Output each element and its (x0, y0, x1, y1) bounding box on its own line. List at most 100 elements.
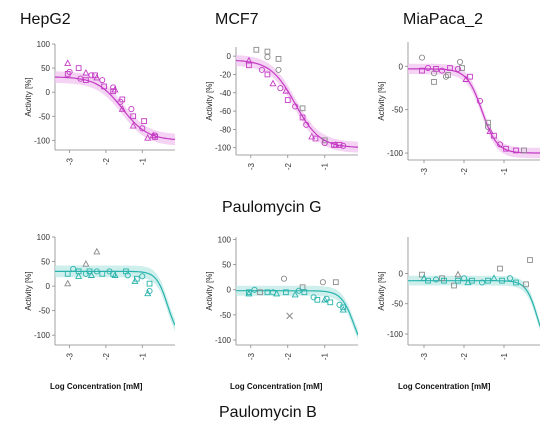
x-tick-label: -3 (66, 352, 75, 360)
data-point-triangle (308, 132, 316, 140)
data-point-circle (456, 58, 464, 66)
x-tick-label: -2 (102, 352, 111, 360)
data-point-circle (476, 97, 484, 105)
y-tick-label: 0 (227, 52, 232, 61)
data-point-circle (70, 265, 77, 272)
x-tick-label: -1 (138, 352, 147, 360)
x-tick-label: -2 (460, 352, 469, 360)
y-tick-label: -100 (387, 330, 404, 339)
data-point-circle (99, 77, 106, 84)
data-point-circle (460, 275, 468, 282)
data-point-square (264, 48, 271, 55)
data-point-circle (418, 54, 426, 61)
fit-confidence-band (55, 71, 175, 146)
data-point-square (419, 271, 425, 278)
data-point-triangle (118, 105, 126, 112)
data-point-triangle (82, 260, 90, 267)
compound-title-b: Paulomycin B (219, 404, 317, 421)
data-point-square (99, 270, 106, 277)
data-point-circle (340, 142, 347, 149)
y-tick-label: -50 (219, 311, 231, 320)
x-tick-label: -3 (247, 162, 256, 170)
x-tick-label: -1 (138, 157, 147, 165)
y-tick-label: -50 (38, 112, 50, 121)
data-point-circle (151, 132, 159, 139)
data-point-triangle (111, 271, 119, 278)
data-point-square (299, 105, 306, 112)
y-tick-label: -60 (219, 107, 231, 116)
data-point-circle (310, 294, 317, 301)
y-tick-label: 100 (37, 233, 51, 242)
data-point-triangle (245, 56, 253, 64)
data-point-circle (139, 125, 146, 132)
data-point-circle (110, 84, 117, 91)
panel-paulomycin-b-mcf7: 100 50 0 -50 -100 -3 -2 -1 Activity [%] (205, 236, 358, 360)
panel-paulomycin-b-hepg2: 100 50 0 -50 -100 -3 -2 -1 Activity [%] (24, 233, 175, 360)
data-point-square (467, 73, 473, 80)
data-point-triangle (87, 271, 95, 278)
data-point-square (499, 277, 505, 284)
data-point-square (101, 83, 107, 90)
data-point-circle (303, 121, 310, 128)
fit-confidence-band (55, 265, 175, 332)
data-point-triangle (339, 305, 347, 313)
data-point-circle (117, 98, 124, 105)
data-point-triangle (321, 295, 329, 303)
y-tick-label: -20 (219, 70, 231, 79)
data-point-circle (275, 66, 282, 73)
data-point-triangle (129, 121, 137, 129)
data-point-square (433, 66, 439, 72)
y-axis-label: Activity [%] (24, 77, 33, 116)
data-point-triangle (454, 270, 462, 278)
data-point-square (459, 65, 465, 71)
data-point-circle (124, 272, 131, 279)
data-point-square (64, 71, 71, 77)
data-point-circle (269, 289, 277, 296)
data-point-circle (292, 103, 299, 110)
data-point-square (513, 147, 519, 154)
fit-confidence-band (236, 285, 358, 341)
y-tick-label: -100 (34, 136, 51, 145)
data-point-square (92, 72, 98, 79)
data-point-square (445, 72, 451, 78)
data-point-triangle (64, 59, 72, 66)
data-point-circle (277, 85, 284, 92)
data-point-triangle (144, 289, 152, 297)
y-axis-label: Activity [%] (205, 81, 214, 120)
data-point-square (469, 277, 475, 284)
data-point-circle (321, 140, 328, 147)
fit-curve (55, 270, 175, 326)
y-tick-label: 0 (46, 88, 51, 97)
y-axis-label: Activity [%] (377, 271, 386, 310)
data-point-square (130, 113, 137, 120)
y-tick-label: 100 (218, 236, 232, 245)
data-point-circle (77, 75, 84, 82)
x-tick-label: -1 (321, 162, 330, 170)
data-point-square (332, 279, 339, 286)
y-tick-label: 0 (46, 282, 51, 291)
x-tick-label: -3 (420, 352, 429, 360)
data-point-circle (336, 301, 343, 308)
data-point-square (523, 281, 529, 288)
data-point-circle (88, 72, 95, 79)
data-point-square (253, 46, 260, 53)
panel-paulomycin-b-miapaca: 0 -50 -100 -3 -2 -1 Activity [%] (377, 237, 540, 360)
data-point-circle (424, 64, 432, 72)
x-tick-label: -1 (500, 352, 509, 360)
data-point-square (83, 77, 89, 83)
data-point-square (485, 119, 491, 126)
data-point-triangle (111, 85, 119, 93)
data-point-square (455, 277, 461, 284)
x-tick-label: -2 (284, 162, 293, 170)
data-point-square (64, 270, 71, 277)
fit-curve (236, 290, 358, 336)
data-point-circle (93, 268, 100, 275)
y-axis-label: Activity [%] (377, 81, 386, 120)
data-point-square (513, 279, 519, 286)
data-point-square (264, 289, 271, 296)
y-tick-label: -100 (387, 149, 404, 158)
x-tick-label: -2 (102, 157, 111, 165)
fit-confidence-band (408, 275, 540, 331)
data-point-square (447, 65, 453, 71)
